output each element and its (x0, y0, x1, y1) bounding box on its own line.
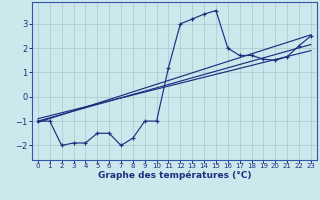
X-axis label: Graphe des températures (°C): Graphe des températures (°C) (98, 171, 251, 180)
